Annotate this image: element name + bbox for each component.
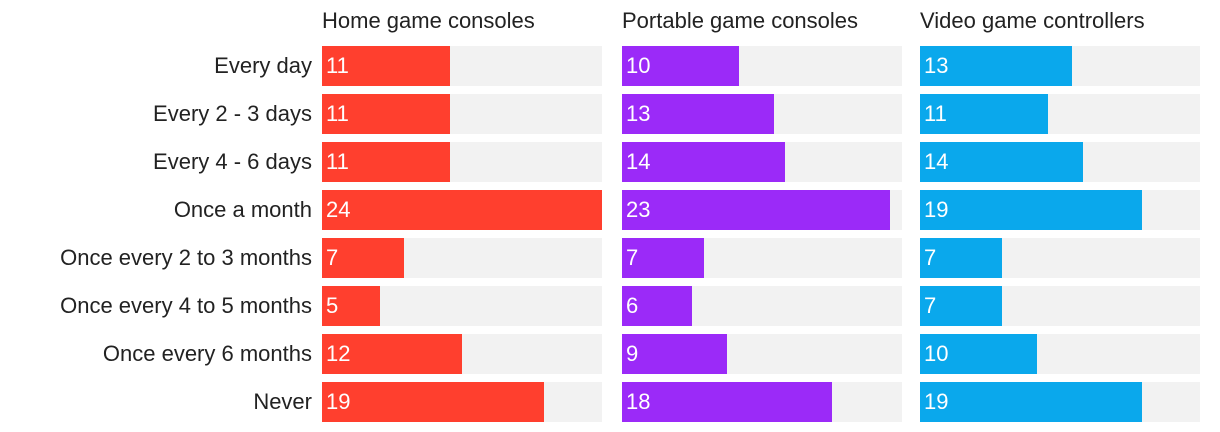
bar-value-label: 19: [924, 389, 949, 414]
bar: [920, 334, 1037, 374]
category-label: Every 4 - 6 days: [153, 149, 312, 174]
panel-title: Video game controllers: [920, 8, 1145, 33]
bar: [920, 142, 1083, 182]
category-label: Every 2 - 3 days: [153, 101, 312, 126]
bar: [322, 238, 404, 278]
bar: [622, 46, 739, 86]
bar-value-label: 11: [326, 149, 349, 174]
bar: [622, 286, 692, 326]
bar: [920, 46, 1072, 86]
bar-value-label: 7: [924, 293, 937, 318]
bar-value-label: 19: [326, 389, 351, 414]
bar-value-label: 13: [924, 53, 949, 78]
bar-value-label: 14: [924, 149, 949, 174]
category-label: Once every 2 to 3 months: [60, 245, 312, 270]
bar-value-label: 23: [626, 197, 651, 222]
bar: [622, 238, 704, 278]
bar: [322, 286, 380, 326]
bar-value-label: 11: [326, 101, 349, 126]
bar-value-label: 7: [326, 245, 339, 270]
bar-value-label: 10: [924, 341, 949, 366]
bar: [322, 382, 544, 422]
category-label: Every day: [214, 53, 312, 78]
bar-value-label: 14: [626, 149, 651, 174]
bar-value-label: 13: [626, 101, 651, 126]
bar: [920, 94, 1048, 134]
bar-value-label: 9: [626, 341, 639, 366]
bar: [622, 190, 890, 230]
bar-value-label: 11: [924, 101, 947, 126]
bar-value-label: 7: [924, 245, 937, 270]
bar-value-label: 5: [326, 293, 339, 318]
bar-value-label: 6: [626, 293, 639, 318]
bar: [920, 238, 1002, 278]
bar-value-label: 11: [326, 53, 349, 78]
panel-title: Portable game consoles: [622, 8, 859, 33]
bar: [322, 334, 462, 374]
bar-value-label: 24: [326, 197, 351, 222]
category-label: Once every 4 to 5 months: [60, 293, 312, 318]
category-label: Once every 6 months: [102, 341, 312, 366]
panel-title: Home game consoles: [322, 8, 535, 33]
bar: [920, 190, 1142, 230]
bar-value-label: 19: [924, 197, 949, 222]
bar-value-label: 7: [626, 245, 639, 270]
bar: [920, 382, 1142, 422]
bar: [622, 142, 785, 182]
bar: [622, 94, 774, 134]
bar: [322, 190, 602, 230]
bar: [322, 46, 450, 86]
bar: [622, 334, 727, 374]
category-label: Once a month: [173, 197, 312, 222]
bar: [322, 94, 450, 134]
bar: [322, 142, 450, 182]
category-label: Never: [253, 389, 312, 414]
bar-value-label: 10: [626, 53, 651, 78]
bar: [920, 286, 1002, 326]
bar: [622, 382, 832, 422]
bar-value-label: 12: [326, 341, 351, 366]
bar-value-label: 18: [626, 389, 651, 414]
